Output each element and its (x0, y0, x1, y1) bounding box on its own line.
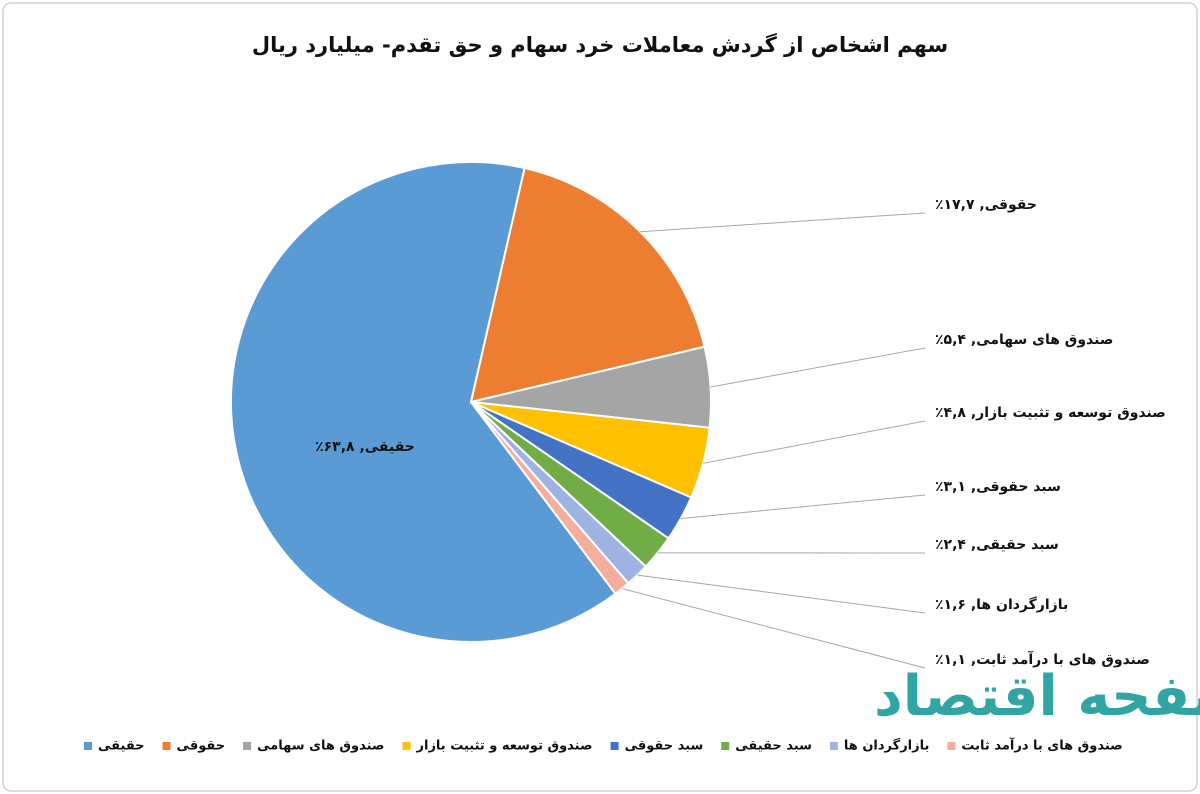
pie (230, 161, 712, 643)
data-label: صندوق توسعه و تثبیت بازار, ۴,۸٪ (935, 405, 1166, 421)
leader-line (621, 588, 926, 669)
legend-label: سبد حقوقی (625, 739, 704, 754)
legend-marker (162, 742, 171, 750)
legend-label: حقوقی (177, 739, 226, 754)
legend-marker (947, 742, 956, 750)
leader-line (710, 347, 926, 388)
legend-marker (721, 742, 730, 750)
data-label: بازارگردان ها, ۱,۶٪ (935, 596, 1068, 613)
legend-marker (829, 742, 838, 750)
legend-label: سبد حقیقی (735, 739, 812, 754)
legend: حقیقی حقوقی صندوق های سهامی صندوق توسعه و ت… (84, 737, 1123, 754)
leader-line (680, 494, 926, 519)
data-label: سبد حقیقی, ۲,۴٪ (935, 537, 1059, 553)
legend-marker (84, 742, 92, 750)
legend-marker (243, 742, 252, 750)
legend-label: حقیقی (98, 739, 145, 754)
watermark: صفحه اقتصاد (874, 664, 1200, 729)
legend-label: صندوق توسعه و تثبیت بازار (416, 739, 593, 754)
chart-title: سهم اشخاص از گردش معاملات خرد سهام و حق … (252, 32, 948, 57)
data-label: حقوقی, ۱۷,۷٪ (935, 197, 1037, 213)
data-label: سبد حقوقی, ۳,۱٪ (935, 479, 1061, 495)
legend-marker (610, 742, 619, 750)
pie-slice (469, 166, 706, 404)
data-label: صندوق های با درآمد ثابت, ۱,۱٪ (935, 650, 1150, 668)
pie-slice (230, 161, 617, 643)
leader-line (637, 574, 926, 614)
legend-marker (402, 742, 411, 750)
legend-label: بازارگردان ها (844, 738, 929, 754)
legend-label: صندوق های سهامی (257, 739, 384, 754)
labels: حقیقی, ۶۳,۸٪ حقوقی, ۱۷,۷٪ صندوق های سهامی,… (315, 197, 1166, 669)
leader-line (640, 212, 926, 233)
data-label: صندوق های سهامی, ۵,۴٪ (935, 332, 1113, 348)
legend-label: صندوق های با درآمد ثابت (961, 737, 1122, 754)
data-label: حقیقی, ۶۳,۸٪ (315, 439, 415, 455)
leader-line (702, 420, 926, 464)
